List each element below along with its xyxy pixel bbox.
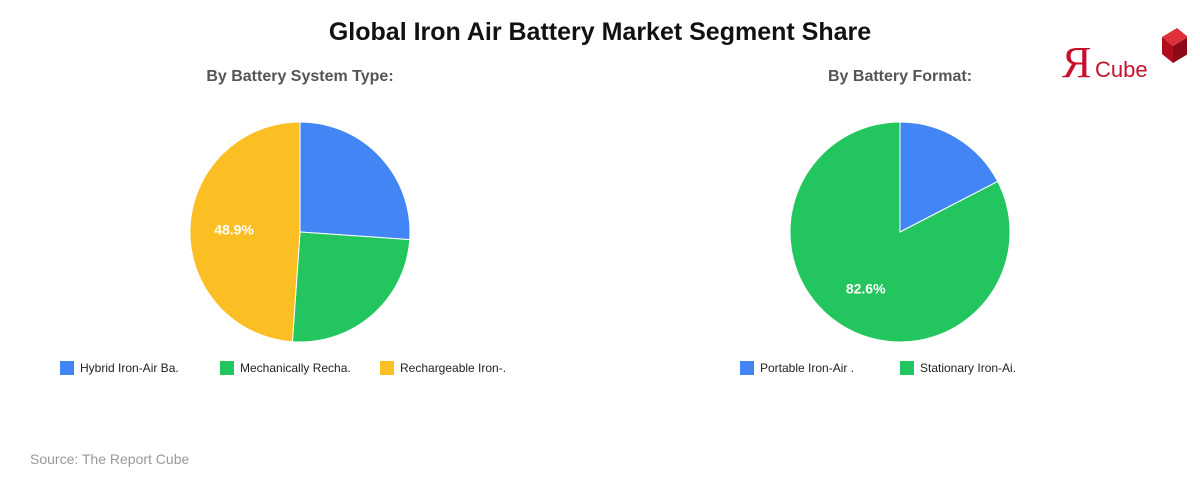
- legend-label: Mechanically Recha.: [240, 361, 351, 375]
- pie-slice: [291, 231, 411, 343]
- pie-slice: [789, 121, 1011, 343]
- legend-swatch: [220, 361, 234, 375]
- logo-cube-icon: [1162, 28, 1187, 63]
- legend-swatch: [380, 361, 394, 375]
- logo-r-glyph: Я: [1062, 38, 1091, 85]
- chart-title: Global Iron Air Battery Market Segment S…: [328, 18, 872, 46]
- pie-2-title: By Battery Format:: [827, 68, 973, 85]
- data-label: 82.6%: [846, 280, 886, 296]
- pie-slice: [189, 121, 301, 343]
- data-label: 48.9%: [214, 222, 254, 238]
- source-note: Source: The Report Cube: [30, 451, 190, 467]
- legend-swatch: [900, 361, 914, 375]
- legend-item: Stationary Iron-Ai.: [900, 361, 1016, 375]
- legend-item: Hybrid Iron-Air Ba.: [60, 361, 179, 375]
- pie-slice: [299, 121, 411, 241]
- logo-cube-text: Cube: [1095, 57, 1148, 82]
- pie-1-title: By Battery System Type:: [206, 68, 394, 85]
- legend-swatch: [60, 361, 74, 375]
- legend-label: Portable Iron-Air .: [760, 361, 855, 375]
- legend-swatch: [740, 361, 754, 375]
- legend-item: Portable Iron-Air .: [740, 361, 854, 375]
- legend-label: Stationary Iron-Ai.: [920, 361, 1017, 375]
- legend-item: Rechargeable Iron-.: [380, 361, 506, 375]
- legend-item: Mechanically Recha.: [220, 361, 351, 375]
- legend-label: Hybrid Iron-Air Ba.: [80, 361, 179, 375]
- battery-format-pie: 82.6%: [789, 121, 1011, 343]
- battery-system-type-pie: 48.9%: [189, 121, 411, 343]
- reportcube-logo: Я Cube: [1062, 28, 1187, 85]
- legend-label: Rechargeable Iron-.: [400, 361, 507, 375]
- pie-slice: [899, 121, 999, 233]
